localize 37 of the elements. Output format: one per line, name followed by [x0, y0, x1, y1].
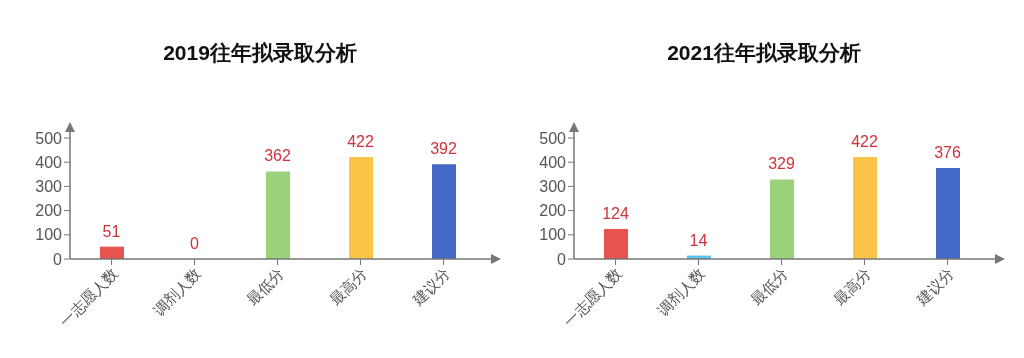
data-label: 14: [689, 231, 708, 249]
data-label: 0: [190, 235, 200, 252]
bar: [936, 168, 960, 259]
data-label: 392: [430, 140, 457, 158]
data-label: 362: [264, 147, 291, 165]
y-tick-label: 100: [539, 226, 567, 244]
y-tick-label: 500: [35, 129, 63, 147]
data-label: 124: [602, 204, 629, 222]
x-tick-label: 建议分: [912, 264, 958, 310]
bar: [349, 156, 373, 259]
data-label: 329: [768, 155, 795, 173]
y-tick-label: 500: [539, 129, 567, 147]
x-tick-label: 最低分: [747, 264, 792, 309]
bar: [266, 171, 290, 259]
data-label: 51: [102, 222, 121, 240]
x-tick-label: 最低分: [243, 264, 288, 309]
y-tick-label: 200: [539, 202, 567, 220]
y-tick-label: 300: [35, 178, 63, 196]
bar: [770, 179, 794, 259]
y-tick-label: 400: [35, 153, 63, 171]
y-tick-label: 100: [35, 226, 63, 244]
bar: [853, 156, 877, 259]
data-label: 422: [347, 132, 374, 150]
data-label: 376: [934, 144, 961, 162]
bar: [604, 228, 628, 259]
x-tick-label: 调剂人数: [653, 264, 709, 320]
x-tick-label: 建议分: [408, 264, 454, 310]
y-tick-label: 200: [35, 202, 63, 220]
chart-title: 2021往年拟录取分析: [666, 40, 862, 66]
data-label: 422: [851, 132, 878, 150]
x-tick-label: 调剂人数: [149, 264, 205, 320]
x-tick-label: 最高分: [326, 264, 371, 309]
y-tick-label: 300: [539, 178, 567, 196]
y-tick-label: 400: [539, 153, 567, 171]
bar: [432, 164, 456, 259]
x-tick-label: 最高分: [830, 264, 875, 309]
chart-title: 2019往年拟录取分析: [162, 40, 358, 66]
